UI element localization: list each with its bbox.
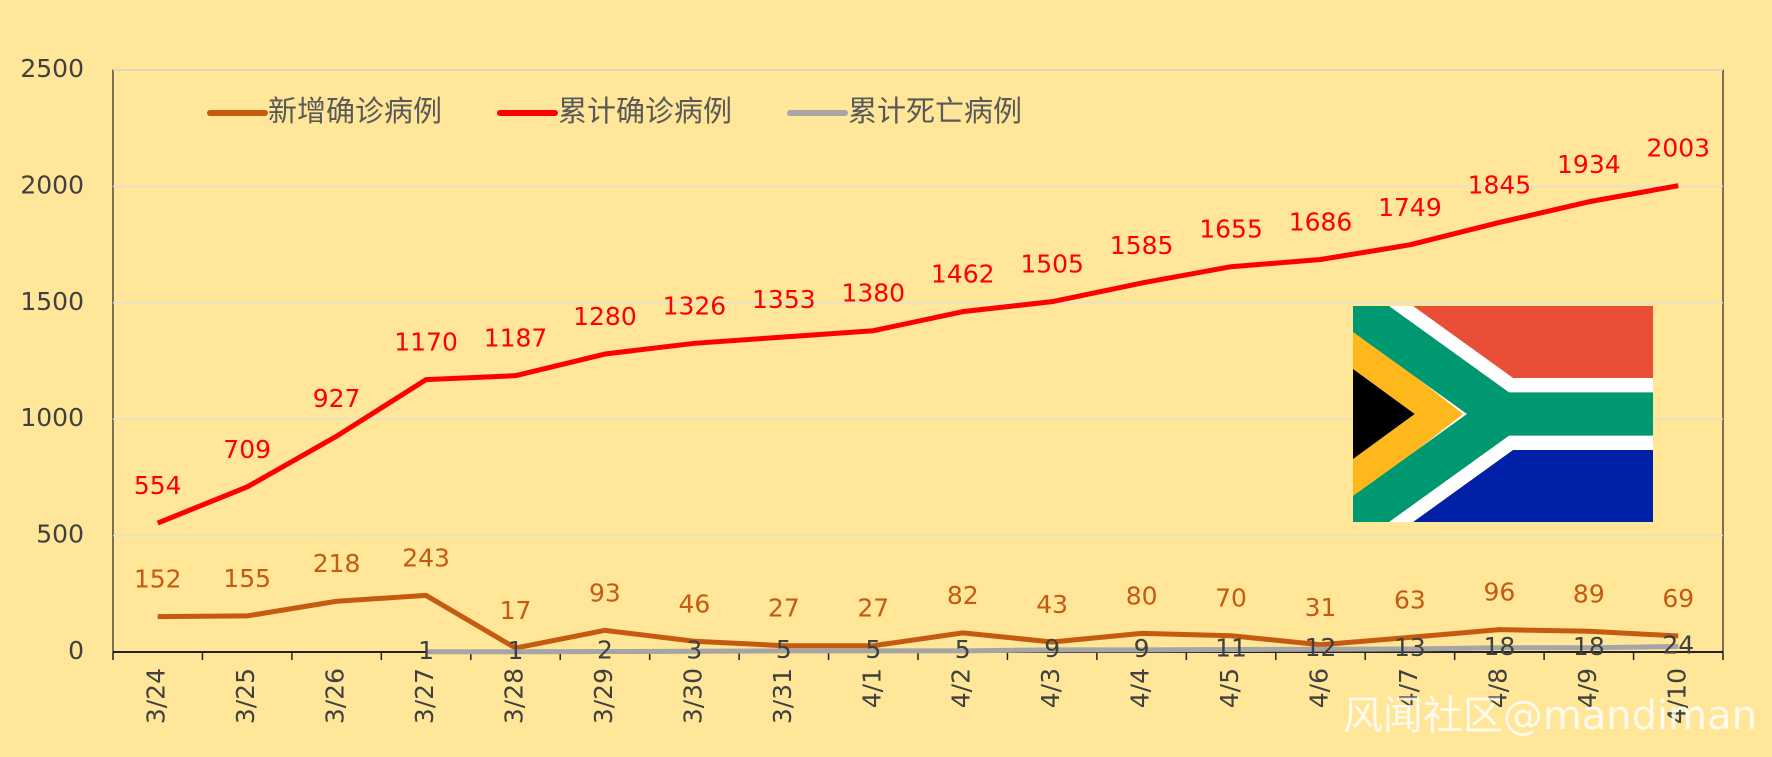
data-label: 1326	[663, 291, 727, 320]
data-label: 5	[776, 635, 792, 664]
y-tick-label: 2000	[20, 170, 84, 199]
x-tick-label: 3/30	[678, 668, 707, 724]
data-label: 1462	[931, 260, 995, 289]
series-line	[157, 592, 1679, 651]
y-tick-label: 1500	[20, 287, 84, 316]
data-label: 1	[418, 636, 434, 665]
data-label: 1585	[1110, 231, 1174, 260]
data-label: 1280	[573, 302, 637, 331]
data-label: 43	[1036, 590, 1068, 619]
data-label: 9	[1044, 634, 1060, 663]
data-label: 243	[402, 543, 450, 572]
data-label: 1749	[1378, 193, 1442, 222]
data-label: 5	[865, 635, 881, 664]
data-label: 31	[1305, 593, 1337, 622]
data-label: 63	[1394, 585, 1426, 614]
data-label: 11	[1215, 633, 1247, 662]
data-label: 1505	[1020, 250, 1084, 279]
data-label: 82	[947, 581, 979, 610]
x-tick-label: 4/5	[1215, 668, 1244, 708]
series-line	[426, 643, 1679, 655]
x-tick-label: 4/9	[1573, 668, 1602, 708]
x-tick-label: 4/7	[1394, 668, 1423, 708]
y-tick-label: 500	[36, 520, 84, 549]
x-tick-label: 3/28	[500, 668, 529, 724]
data-label: 709	[223, 435, 271, 464]
data-label: 218	[313, 549, 361, 578]
y-tick-label: 2500	[20, 54, 84, 83]
watermark: 风闻社区@mandiman	[1343, 693, 1757, 739]
data-label: 12	[1305, 633, 1337, 662]
x-tick-label: 4/10	[1662, 668, 1691, 724]
data-label: 2	[597, 636, 613, 665]
data-label: 13	[1394, 633, 1426, 662]
legend-label: 新增确诊病例	[268, 94, 442, 128]
x-tick-label: 3/26	[321, 668, 350, 724]
data-label: 1170	[394, 328, 458, 357]
legend-label: 累计死亡病例	[848, 94, 1022, 128]
data-label: 927	[313, 384, 361, 413]
data-label: 18	[1483, 632, 1515, 661]
data-label: 46	[678, 589, 710, 618]
data-label: 3	[686, 635, 702, 664]
x-tick-label: 4/4	[1126, 668, 1155, 708]
x-tick-label: 3/24	[142, 668, 171, 724]
data-label: 96	[1483, 578, 1515, 607]
legend-label: 累计确诊病例	[558, 94, 732, 128]
data-label: 27	[768, 594, 800, 623]
data-label: 89	[1573, 579, 1605, 608]
x-tick-label: 3/29	[589, 668, 618, 724]
x-tick-label: 4/1	[857, 668, 886, 708]
data-label: 1	[508, 636, 524, 665]
data-label: 2003	[1646, 134, 1710, 163]
x-tick-label: 3/31	[768, 668, 797, 724]
data-label: 27	[857, 594, 889, 623]
data-label: 69	[1662, 584, 1694, 613]
data-label: 93	[589, 578, 621, 607]
flag	[1353, 306, 1653, 522]
data-label: 1934	[1557, 150, 1621, 179]
data-label: 5	[955, 635, 971, 664]
y-tick-label: 0	[68, 636, 84, 665]
data-label: 70	[1215, 584, 1247, 613]
y-tick-label: 1000	[20, 403, 84, 432]
data-label: 80	[1126, 581, 1158, 610]
data-label: 1845	[1468, 170, 1532, 199]
x-tick-label: 3/25	[231, 668, 260, 724]
data-label: 554	[134, 471, 182, 500]
data-label: 18	[1573, 632, 1605, 661]
series-line	[156, 183, 1679, 526]
x-tick-label: 4/2	[947, 668, 976, 708]
x-tick-label: 4/3	[1036, 668, 1065, 708]
data-label: 24	[1662, 630, 1694, 659]
data-label: 1380	[841, 279, 905, 308]
x-tick-label: 4/8	[1483, 668, 1512, 708]
data-label: 155	[223, 564, 271, 593]
data-label: 17	[500, 596, 532, 625]
x-tick-label: 3/27	[410, 668, 439, 724]
data-label: 1686	[1289, 207, 1353, 236]
data-label: 152	[134, 565, 182, 594]
data-label: 1655	[1199, 215, 1263, 244]
data-label: 9	[1134, 634, 1150, 663]
data-label: 1187	[484, 324, 548, 353]
x-tick-label: 4/6	[1305, 668, 1334, 708]
data-label: 1353	[752, 285, 816, 314]
